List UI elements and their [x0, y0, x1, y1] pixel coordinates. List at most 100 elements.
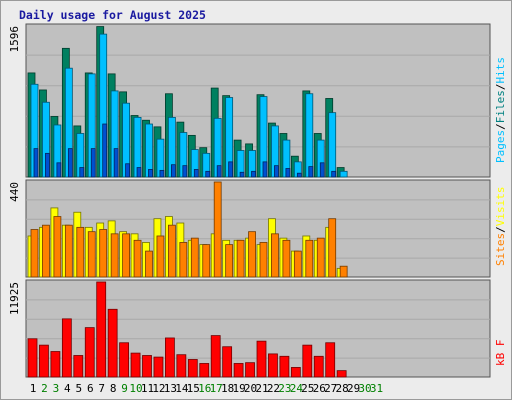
pages-bar [45, 152, 50, 178]
x-tick-label: 28 [336, 382, 349, 395]
x-tick-label: 31 [370, 382, 383, 395]
kbytes-bar [187, 359, 198, 378]
pages-bar [331, 170, 337, 178]
y-max-label: 11925 [8, 282, 21, 315]
legend-item-sep2: / [494, 84, 507, 91]
pages-bar [67, 148, 73, 178]
sites-bar [133, 239, 142, 278]
pages-bar [239, 171, 245, 178]
kbytes-bar [279, 355, 290, 378]
sites-bar [156, 235, 165, 278]
pages-bar [56, 162, 62, 178]
x-tick-label: 10 [129, 382, 142, 395]
sites-bar [145, 250, 153, 278]
kbytes-bar [84, 327, 95, 378]
x-tick-label: 3 [53, 382, 60, 395]
pages-bar [136, 167, 142, 178]
legend-item-pages: Pages [494, 130, 507, 163]
kbytes-bar [164, 337, 175, 378]
pages-bar [228, 161, 234, 178]
sites-bar [305, 239, 314, 278]
x-tick-label: 12 [152, 382, 165, 395]
x-tick-label: 6 [87, 382, 94, 395]
x-tick-label: 26 [313, 382, 326, 395]
kbytes-bar [27, 338, 38, 378]
x-tick-label: 25 [301, 382, 314, 395]
legend-0: Pages/Files/Hits [494, 57, 507, 163]
sites-bar [30, 229, 39, 278]
kbytes-bar [290, 367, 301, 378]
x-tick-label: 4 [64, 382, 71, 395]
kbytes-bar [130, 352, 141, 378]
kbytes-bar [302, 344, 313, 378]
kbytes-bar [61, 318, 72, 378]
pages-bar [170, 164, 176, 178]
kbytes-bar [222, 346, 233, 378]
pages-bar [251, 170, 256, 178]
sites-bar [248, 231, 256, 278]
pages-bar [113, 148, 119, 178]
x-tick-label: 9 [121, 382, 128, 395]
sites-bar [42, 224, 50, 278]
pages-bar [79, 167, 85, 178]
pages-bar [193, 169, 199, 178]
pages-bar [125, 163, 130, 178]
files-bar [339, 170, 348, 178]
files-bar [328, 112, 337, 178]
pages-bar [216, 165, 222, 178]
pages-bar [205, 170, 211, 178]
kbytes-bar [336, 370, 347, 378]
legend-item-sites: Sites [494, 233, 507, 266]
x-tick-label: 5 [75, 382, 82, 395]
kbytes-bar [313, 355, 324, 378]
legend-item-hits: Hits [494, 57, 507, 84]
pages-bar [274, 165, 279, 178]
kbytes-bar [142, 355, 152, 378]
kbytes-bar [210, 335, 221, 378]
sites-bar [87, 231, 96, 278]
x-tick-label: 16 [198, 382, 211, 395]
y-max-label: 440 [8, 182, 21, 202]
sites-bar [190, 237, 199, 278]
pages-bar [33, 148, 39, 178]
sites-bar [316, 237, 325, 278]
sites-bar [259, 242, 268, 278]
x-tick-label: 17 [210, 382, 223, 395]
pages-bar [308, 166, 314, 178]
x-tick-label: 27 [324, 382, 337, 395]
x-tick-label: 14 [175, 382, 189, 395]
pages-bar [148, 169, 153, 178]
pages-bar [90, 148, 96, 178]
sites-bar [110, 233, 119, 278]
sites-bar [167, 224, 176, 278]
legend-item-visits: Visits [494, 187, 507, 227]
pages-bar [159, 169, 165, 178]
x-tick-label: 24 [290, 382, 304, 395]
kbytes-bar [176, 354, 187, 378]
x-tick-label: 21 [255, 382, 268, 395]
sites-bar [328, 218, 337, 278]
x-tick-label: 11 [141, 382, 154, 395]
kbytes-bar [39, 344, 49, 378]
sites-bar [213, 181, 222, 278]
kbytes-bar [119, 342, 129, 378]
legend-item-sep1: / [494, 123, 507, 130]
x-tick-label: 19 [232, 382, 245, 395]
pages-bar [285, 168, 291, 178]
legend-item-files: Files [494, 90, 507, 123]
sites-bar [282, 239, 291, 278]
sites-bar [122, 233, 130, 278]
kbytes-bar [233, 363, 244, 378]
x-tick-label: 20 [244, 382, 257, 395]
sites-bar [99, 229, 108, 278]
kbytes-bar [256, 340, 267, 378]
sites-bar [293, 250, 302, 278]
x-tick-label: 2 [41, 382, 48, 395]
legend-1: Sites/Visits [494, 187, 507, 267]
kbytes-bar [199, 363, 210, 378]
legend-item-sep: / [494, 226, 507, 233]
kbytes-bar [268, 353, 278, 378]
kbytes-bar [245, 362, 255, 378]
x-tick-label: 13 [164, 382, 177, 395]
